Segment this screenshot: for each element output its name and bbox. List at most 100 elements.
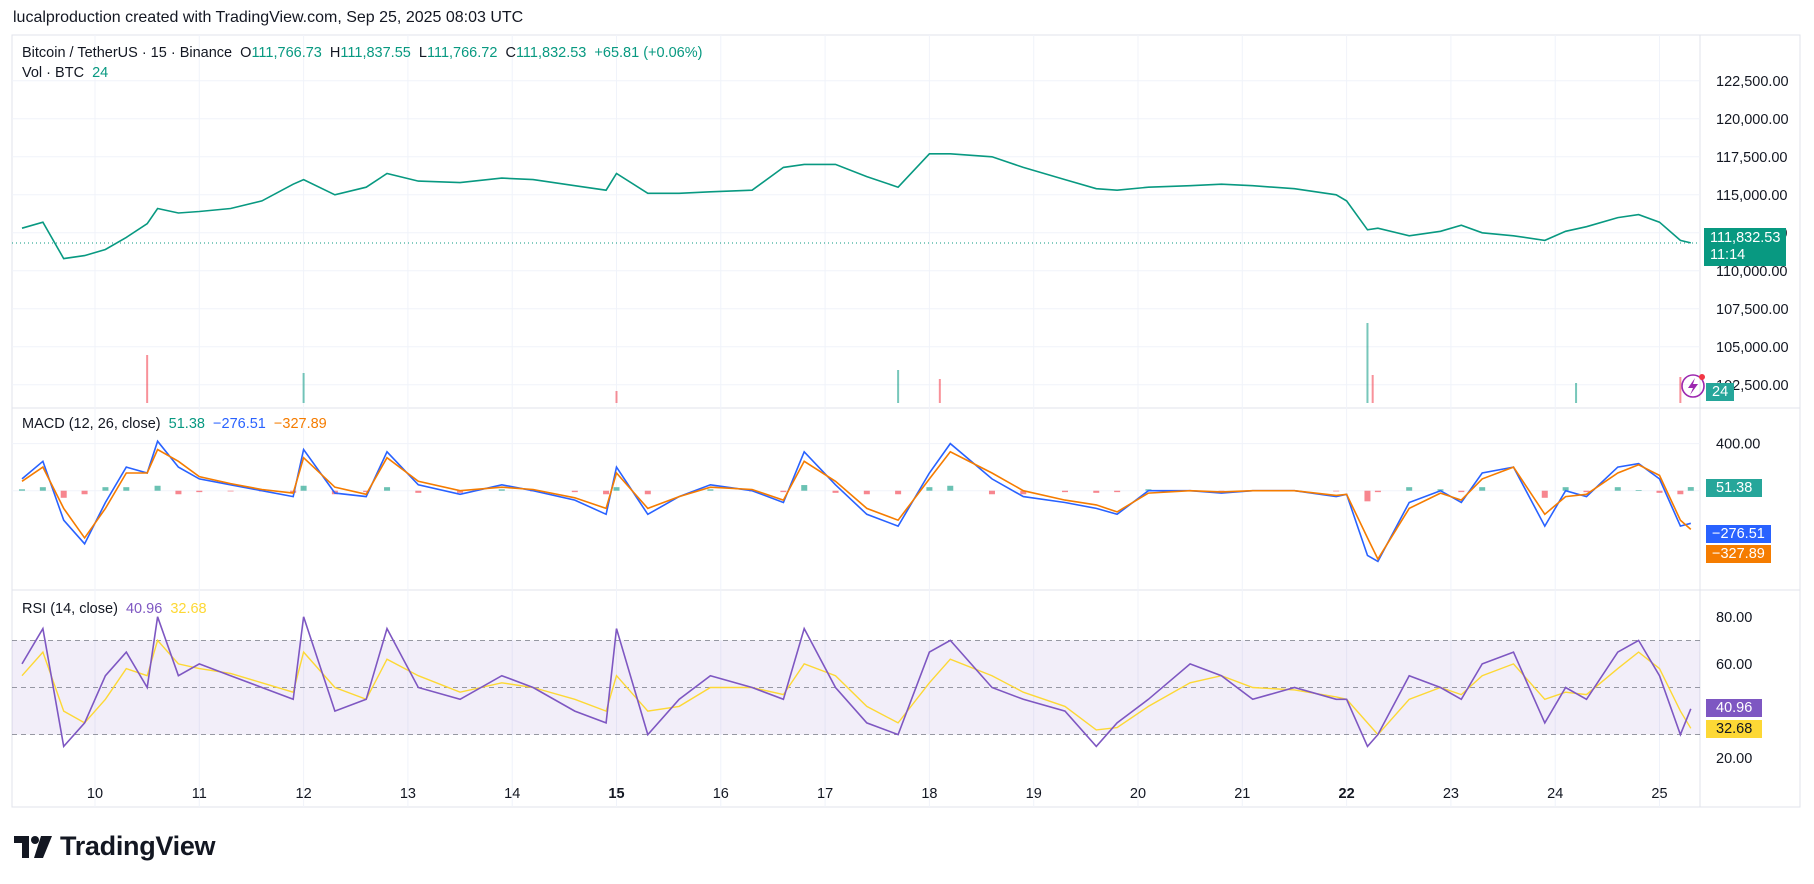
macd-histogram-bar [1635,490,1642,491]
low-value: 111,766.72 [426,45,498,61]
x-tick-label: 22 [1339,786,1355,802]
low-label: L [418,45,427,61]
macd-histogram-bar [1583,490,1590,493]
volume-bar [1679,377,1682,403]
price-tick-label: 120,000.00 [1716,112,1789,128]
price-tick-label: 117,500.00 [1716,150,1788,166]
price-tick-label: 115,000.00 [1716,188,1788,204]
high-value: 111,837.55 [340,45,411,61]
x-tick-label: 17 [817,786,833,802]
open-label: O [240,45,252,61]
x-tick-label: 13 [400,786,416,802]
chart-caption: lucalproduction created with TradingView… [13,9,524,26]
macd-histogram-bar [988,490,995,495]
rsi-ma-value: 32.68 [170,601,207,617]
volume-legend: Vol · BTC 24 [22,65,108,81]
x-tick-label: 18 [921,786,937,802]
macd-histogram-bar [1374,490,1381,493]
macd-histogram-bar [1406,487,1413,491]
lightning-icon [1688,378,1698,395]
alert-icon[interactable] [1681,374,1705,398]
open-value: 111,766.73 [251,45,322,61]
volume-label[interactable]: Vol · BTC [22,65,85,81]
macd-histogram-bar [832,490,839,493]
symbol-label[interactable]: Bitcoin / TetherUS · 15 · Binance [22,45,233,61]
rsi-tick-label: 80.00 [1716,610,1752,626]
x-tick-label: 14 [504,786,520,802]
x-tick-label: 23 [1443,786,1459,802]
x-tick-label: 11 [192,786,207,802]
macd-histogram-bar [1541,490,1548,498]
macd-histogram-bar [60,490,67,498]
price-line [21,153,1691,260]
macd-label[interactable]: MACD (12, 26, close) [22,416,161,432]
macd-histogram-bar [1114,490,1121,493]
x-tick-label: 19 [1026,786,1042,802]
volume-bar [302,373,305,403]
volume-bar [1371,375,1374,403]
macd-histogram-bar [384,487,391,491]
macd-histogram-bar [1677,490,1684,495]
price-tag: 111,832.53 11:14 [1704,228,1787,266]
macd-histogram-bar [1093,490,1100,493]
macd-histogram-bar [457,490,464,493]
high-label: H [329,45,341,61]
rsi-tick-label: 20.00 [1716,751,1752,767]
volume-bar [897,370,900,403]
macd-histogram-bar [1614,487,1621,491]
price-tick-label: 122,500.00 [1716,74,1789,90]
macd-histogram-bar [227,490,234,492]
macd-histogram-bar [1333,490,1340,492]
macd-histogram-bar [18,489,25,491]
volume-bar [938,379,941,403]
macd-histogram-bar [1364,490,1371,502]
macd-histogram-bar [154,485,161,491]
x-tick-label: 12 [296,786,312,802]
macd-histogram-bar [1479,487,1486,491]
close-value: 111,832.53 [515,45,587,61]
volume-bar [1575,383,1578,403]
macd-histogram-bar [1687,487,1694,491]
rsi-ma-tag: 32.68 [1706,720,1763,738]
macd-histogram-bar [123,487,130,491]
rsi-value: 40.96 [125,601,163,617]
main-legend: Bitcoin / TetherUS · 15 · Binance O111,7… [22,45,702,61]
price-tick-label: 105,000.00 [1716,340,1789,356]
alert-icon-ring [1681,374,1705,398]
rsi-legend: RSI (14, close) 40.96 32.68 [22,601,207,617]
macd-histogram-bar [603,490,610,495]
macd-tick-label: 400.00 [1716,437,1760,453]
volume-bar [1366,323,1369,403]
macd-histogram-bar [300,485,307,491]
macd-line [21,439,1692,563]
macd-histogram-bar [363,490,370,493]
alert-icon-dot [1699,374,1705,380]
macd-histogram-bar [1020,490,1027,495]
macd-histogram-bar [81,490,88,495]
rsi-label[interactable]: RSI (14, close) [22,601,118,617]
macd-histogram-bar [644,490,651,495]
macd-histogram-bar [1656,490,1663,493]
rsi-line [21,616,1692,749]
macd-histogram-bar [1562,487,1569,491]
chart-frame [11,34,1801,808]
x-tick-label: 16 [713,786,729,802]
tradingview-logo[interactable]: TradingView [14,831,216,862]
rsi-tag: 40.96 [1706,699,1763,717]
x-tick-label: 15 [608,786,624,802]
volume-bar [146,355,149,403]
volume-tag: 24 [1706,383,1735,401]
price-tick-label: 107,500.00 [1716,302,1789,318]
close-label: C [505,45,516,61]
tradingview-logo-icon [14,835,52,858]
macd-histogram-bar [895,490,902,495]
macd-line-value: −276.51 [213,416,266,432]
macd-histogram-bar [1061,490,1068,493]
price-tick-label: 102,500.00 [1716,378,1789,394]
macd-line-tag: −276.51 [1706,525,1771,543]
macd-signal-line [21,448,1692,561]
macd-histogram-bar [1458,490,1465,493]
macd-histogram-bar [707,489,714,491]
rsi-ma-line [21,638,1692,736]
